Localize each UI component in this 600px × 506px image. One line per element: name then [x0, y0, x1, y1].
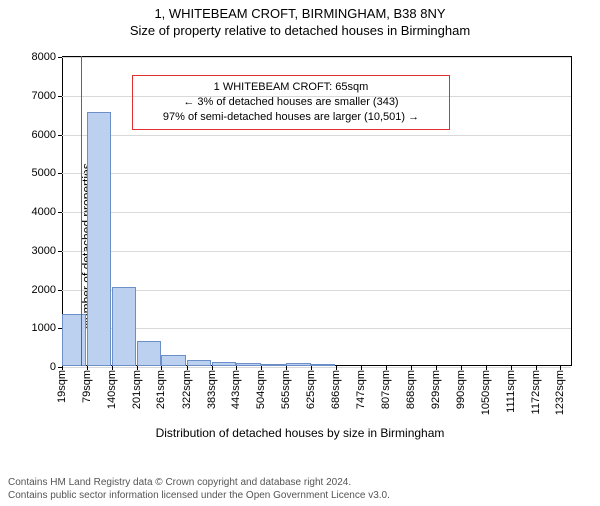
- gridline: [62, 173, 571, 174]
- xtick-label: 140sqm: [106, 366, 118, 409]
- title-line-1: 1, WHITEBEAM CROFT, BIRMINGHAM, B38 8NY: [0, 6, 600, 23]
- histogram-bar: [87, 112, 111, 366]
- chart-container: Number of detached properties 0100020003…: [0, 46, 600, 446]
- annotation-line-1: 1 WHITEBEAM CROFT: 65sqm: [141, 80, 441, 95]
- histogram-bar: [161, 355, 185, 366]
- xtick-label: 201sqm: [131, 366, 143, 409]
- ytick-label: 8000: [32, 51, 62, 63]
- footer-line-2: Contains public sector information licen…: [8, 489, 592, 502]
- ytick-label: 5000: [32, 167, 62, 179]
- xtick-label: 625sqm: [305, 366, 317, 409]
- histogram-bar: [62, 314, 86, 366]
- xtick-label: 19sqm: [56, 366, 68, 403]
- ytick-label: 4000: [32, 206, 62, 218]
- ytick-label: 7000: [32, 90, 62, 102]
- annotation-line-2: ← 3% of detached houses are smaller (343…: [141, 95, 441, 110]
- xtick-label: 807sqm: [380, 366, 392, 409]
- property-marker-line: [81, 56, 82, 366]
- gridline: [62, 251, 571, 252]
- gridline: [62, 290, 571, 291]
- gridline: [62, 212, 571, 213]
- histogram-bar: [137, 341, 161, 366]
- xtick-label: 1232sqm: [554, 366, 566, 415]
- xtick-label: 504sqm: [255, 366, 267, 409]
- xtick-label: 261sqm: [155, 366, 167, 409]
- xtick-label: 686sqm: [330, 366, 342, 409]
- histogram-bar: [112, 287, 136, 366]
- annotation-line-3: 97% of semi-detached houses are larger (…: [141, 110, 441, 125]
- xtick-label: 868sqm: [405, 366, 417, 409]
- gridline: [62, 57, 571, 58]
- xtick-label: 383sqm: [206, 366, 218, 409]
- xtick-label: 747sqm: [355, 366, 367, 409]
- ytick-label: 3000: [32, 245, 62, 257]
- ytick-label: 1000: [32, 322, 62, 334]
- xtick-label: 443sqm: [230, 366, 242, 409]
- footer: Contains HM Land Registry data © Crown c…: [8, 476, 592, 502]
- ytick-label: 2000: [32, 284, 62, 296]
- title-line-2: Size of property relative to detached ho…: [0, 23, 600, 38]
- x-axis-label: Distribution of detached houses by size …: [0, 426, 600, 440]
- xtick-label: 322sqm: [181, 366, 193, 409]
- xtick-label: 929sqm: [430, 366, 442, 409]
- xtick-label: 990sqm: [455, 366, 467, 409]
- gridline: [62, 135, 571, 136]
- plot-area: 01000200030004000500060007000800019sqm79…: [62, 56, 572, 366]
- xtick-label: 79sqm: [81, 366, 93, 403]
- gridline: [62, 328, 571, 329]
- xtick-label: 565sqm: [280, 366, 292, 409]
- annotation-box: 1 WHITEBEAM CROFT: 65sqm ← 3% of detache…: [132, 75, 450, 130]
- xtick-label: 1172sqm: [530, 366, 542, 414]
- ytick-label: 6000: [32, 129, 62, 141]
- footer-line-1: Contains HM Land Registry data © Crown c…: [8, 476, 592, 489]
- xtick-label: 1050sqm: [480, 366, 492, 415]
- xtick-label: 1111sqm: [505, 366, 517, 413]
